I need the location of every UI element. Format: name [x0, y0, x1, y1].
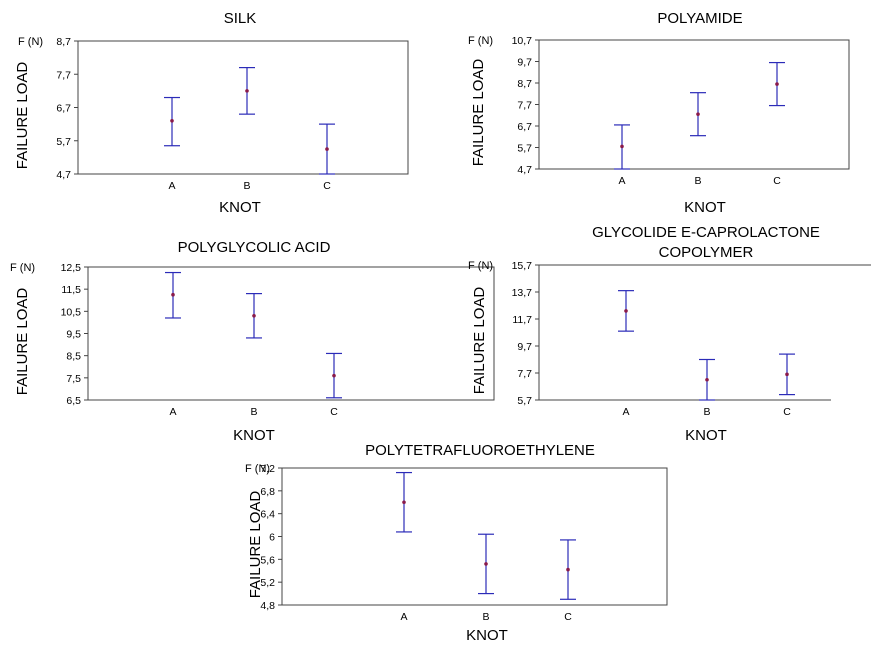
plot-frame	[538, 264, 871, 400]
x-tick-label: A	[618, 175, 625, 187]
chart-title: POLYGLYCOLIC ACID	[178, 239, 331, 256]
y-tick-label: 5,7	[517, 395, 532, 407]
y-tick-label: 6,4	[260, 509, 275, 521]
y-unit-label: F (N)	[10, 262, 35, 274]
chart-title: GLYCOLIDE E-CAPROLACTONE	[592, 224, 820, 241]
y-tick-label: 8,5	[66, 351, 81, 363]
y-unit-label: F (N)	[18, 36, 43, 48]
x-tick-label: C	[773, 175, 781, 187]
y-tick-label: 5,2	[260, 577, 275, 589]
mean-point	[170, 119, 174, 123]
x-axis-label: KNOT	[466, 627, 508, 644]
x-tick-label: C	[564, 611, 572, 623]
x-tick-label: A	[400, 611, 407, 623]
mean-point	[620, 144, 624, 149]
mean-point	[332, 373, 336, 378]
chart-title: COPOLYMER	[659, 244, 754, 261]
y-tick-label: 9,7	[517, 57, 532, 69]
y-tick-label: 6,7	[517, 121, 532, 133]
y-tick-label: 9,7	[517, 341, 532, 353]
x-tick-label: B	[694, 175, 701, 187]
x-tick-label: C	[330, 406, 338, 418]
chart-title: POLYAMIDE	[657, 10, 742, 27]
y-axis-label: FAILURE LOAD	[247, 491, 264, 599]
y-tick-label: 7,7	[517, 100, 532, 112]
mean-point	[705, 377, 709, 382]
mean-point	[566, 567, 570, 572]
y-tick-label: 11,7	[512, 314, 532, 326]
mean-point	[325, 147, 329, 151]
y-tick-label: 6	[269, 532, 275, 544]
y-axis-label: FAILURE LOAD	[14, 288, 31, 396]
y-tick-label: 7,5	[66, 373, 81, 385]
y-tick-label: 11,5	[61, 284, 81, 296]
x-axis-label: KNOT	[219, 199, 261, 216]
mean-point	[775, 82, 779, 86]
chart-5: POLYTETRAFLUOROETHYLENE F (N) FAILURE LOAD…	[245, 442, 668, 644]
chart-3: POLYGLYCOLIC ACID F (N) FAILURE LOAD KNOT 12…	[10, 239, 495, 444]
y-tick-label: 5,6	[260, 554, 275, 566]
mean-point	[245, 89, 249, 93]
y-tick-label: 4,8	[260, 600, 275, 612]
x-tick-label: C	[783, 406, 791, 418]
plot-frame	[77, 40, 409, 175]
y-tick-label: 4,7	[56, 169, 71, 181]
y-tick-label: 5,7	[56, 136, 71, 148]
plot-frame	[281, 467, 668, 606]
y-tick-label: 8,7	[517, 78, 532, 90]
mean-point	[252, 313, 256, 318]
y-tick-label: 7,7	[56, 69, 71, 81]
x-tick-label: B	[703, 406, 710, 418]
mean-point	[171, 292, 175, 297]
mean-point	[696, 112, 700, 116]
chart-title: POLYTETRAFLUOROETHYLENE	[365, 442, 595, 459]
mean-point	[785, 372, 789, 377]
x-tick-label: B	[250, 406, 257, 418]
x-axis-label: KNOT	[684, 199, 726, 216]
chart-1: SILK F (N) FAILURE LOAD KNOT 8,7 7,7 6,7 5,7 4,7…	[14, 10, 409, 216]
y-tick-label: 6,5	[66, 395, 81, 407]
x-tick-label: A	[168, 180, 175, 192]
mean-point	[484, 562, 488, 566]
x-tick-label: B	[482, 611, 489, 623]
mean-point	[624, 309, 628, 313]
x-axis-label: KNOT	[233, 427, 275, 444]
y-tick-label: 6,8	[260, 486, 275, 498]
y-tick-label: 8,7	[56, 36, 71, 48]
y-axis-label: FAILURE LOAD	[470, 59, 487, 167]
y-tick-label: 9,5	[66, 329, 81, 341]
y-tick-label: 5,7	[517, 143, 532, 155]
chart-title: SILK	[224, 10, 257, 27]
mean-point	[402, 500, 406, 505]
y-unit-label: F (N)	[468, 260, 493, 272]
y-unit-label: F (N)	[245, 463, 270, 475]
y-unit-label: F (N)	[468, 35, 493, 47]
x-tick-label: A	[169, 406, 176, 418]
y-tick-label: 10,5	[61, 306, 82, 318]
chart-4: GLYCOLIDE E-CAPROLACTONE COPOLYMER F (N) FA…	[468, 224, 871, 444]
y-tick-label: 6,7	[56, 103, 71, 115]
y-tick-label: 15,7	[512, 260, 533, 272]
y-tick-label: 12,5	[61, 262, 82, 274]
y-tick-label: 7,2	[260, 463, 275, 475]
x-tick-label: C	[323, 180, 331, 192]
y-tick-label: 10,7	[512, 35, 533, 47]
plot-frame	[538, 39, 850, 170]
y-tick-label: 13,7	[512, 287, 533, 299]
x-axis-label: KNOT	[685, 427, 727, 444]
y-axis-label: FAILURE LOAD	[14, 62, 31, 170]
chart-2: POLYAMIDE F (N) FAILURE LOAD KNOT 10,7 9,7 8,7…	[468, 10, 850, 216]
plot-frame	[87, 266, 495, 401]
x-tick-label: A	[622, 406, 629, 418]
y-axis-label: FAILURE LOAD	[471, 287, 488, 395]
y-tick-label: 7,7	[517, 368, 532, 380]
y-tick-label: 4,7	[517, 164, 532, 176]
x-tick-label: B	[243, 180, 250, 192]
